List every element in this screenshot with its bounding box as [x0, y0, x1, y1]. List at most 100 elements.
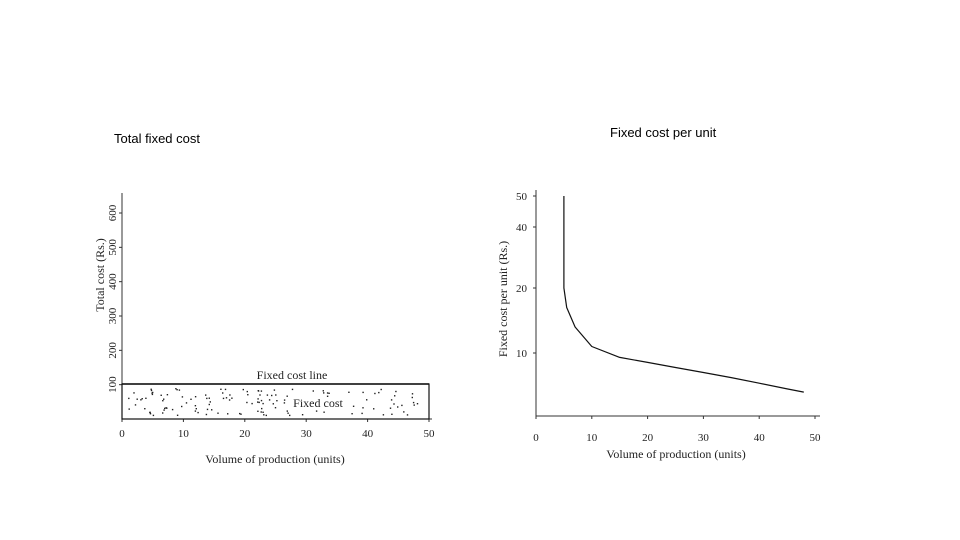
texture-dot [150, 389, 153, 392]
texture-dot [149, 411, 151, 414]
texture-dot [397, 406, 399, 408]
texture-dot [262, 411, 264, 413]
left-y-tick-label: 500 [107, 239, 119, 256]
texture-dot [181, 405, 183, 408]
left-x-tick-label: 10 [178, 428, 190, 440]
texture-dot [328, 392, 330, 394]
texture-dot [271, 394, 273, 397]
texture-dot [348, 391, 350, 393]
texture-dot [205, 394, 207, 396]
texture-dot [362, 391, 364, 394]
texture-dot [247, 394, 249, 396]
left-heading: Total fixed cost [114, 131, 200, 146]
texture-dot [208, 397, 210, 399]
texture-dot [401, 404, 403, 407]
texture-dot [312, 390, 314, 392]
texture-dot [394, 395, 396, 397]
texture-dot [176, 414, 179, 416]
texture-dot [265, 414, 267, 417]
texture-dot [257, 398, 259, 400]
texture-dot [260, 399, 263, 402]
texture-dot [393, 403, 395, 405]
texture-dot [128, 408, 130, 410]
texture-dot [260, 390, 263, 392]
texture-dot [361, 412, 363, 415]
texture-dot [163, 398, 165, 400]
texture-dot [257, 401, 259, 403]
texture-dot [128, 397, 130, 400]
texture-dot [412, 401, 415, 404]
texture-dot [323, 392, 325, 394]
texture-dot [166, 407, 168, 409]
texture-dot [389, 407, 392, 409]
texture-dot [406, 414, 409, 416]
fixed-cost-line-label: Fixed cost line [257, 368, 328, 382]
left-x-tick-label: 50 [424, 428, 436, 440]
texture-dot [175, 388, 177, 390]
texture-dot [287, 412, 289, 414]
texture-dot [411, 393, 414, 395]
texture-dot [224, 388, 227, 391]
texture-dot [266, 394, 269, 396]
texture-dot [362, 407, 364, 409]
left-y-tick-label: 100 [107, 376, 119, 393]
texture-dot [176, 389, 178, 391]
texture-dot [301, 414, 304, 416]
texture-dot [152, 414, 155, 417]
texture-dot [391, 413, 393, 415]
texture-dot [413, 404, 415, 406]
texture-dot [273, 389, 276, 391]
fixed-cost-texture [128, 388, 419, 417]
left-y-tick-label: 400 [107, 273, 119, 290]
texture-dot [178, 389, 181, 391]
texture-dot [165, 407, 167, 409]
texture-dot [352, 405, 355, 407]
texture-dot [151, 393, 154, 396]
texture-dot [225, 397, 228, 399]
texture-dot [291, 388, 294, 391]
texture-dot [326, 392, 329, 394]
left-x-tick-label: 0 [119, 428, 125, 440]
texture-dot [206, 397, 208, 400]
texture-dot [211, 409, 213, 411]
texture-dot [322, 390, 324, 392]
texture-dot [152, 391, 154, 394]
texture-dot [390, 399, 393, 401]
texture-dot [206, 408, 209, 411]
texture-dot [217, 412, 219, 414]
texture-dot [222, 397, 225, 400]
left-y-tick-label: 600 [107, 204, 119, 221]
texture-dot [272, 403, 274, 405]
texture-dot [251, 402, 253, 405]
texture-dot [242, 388, 244, 391]
right-heading: Fixed cost per unit [610, 125, 717, 140]
texture-dot [286, 410, 288, 412]
texture-dot [220, 388, 222, 390]
texture-dot [190, 398, 192, 400]
texture-dot [257, 390, 260, 392]
texture-dot [222, 392, 224, 394]
texture-dot [227, 413, 229, 415]
texture-dot [378, 391, 380, 394]
texture-dot [283, 399, 286, 401]
texture-dot [229, 394, 231, 396]
texture-dot [373, 408, 375, 410]
texture-dot [133, 392, 135, 394]
texture-dot [240, 413, 242, 415]
texture-dot [395, 390, 397, 393]
left-x-tick-label: 40 [362, 428, 374, 440]
texture-dot [246, 401, 248, 404]
texture-dot [259, 394, 261, 396]
texture-dot [239, 412, 241, 415]
texture-dot [205, 413, 208, 416]
texture-dot [258, 401, 260, 404]
left-x-axis-label: Volume of production (units) [205, 452, 344, 466]
texture-dot [162, 400, 164, 402]
texture-dot [274, 407, 277, 409]
texture-dot [164, 407, 166, 410]
texture-dot [268, 399, 271, 401]
texture-dot [286, 395, 288, 397]
texture-dot [231, 397, 233, 399]
left-y-axis-label: Total cost (Rs.) [93, 238, 107, 311]
